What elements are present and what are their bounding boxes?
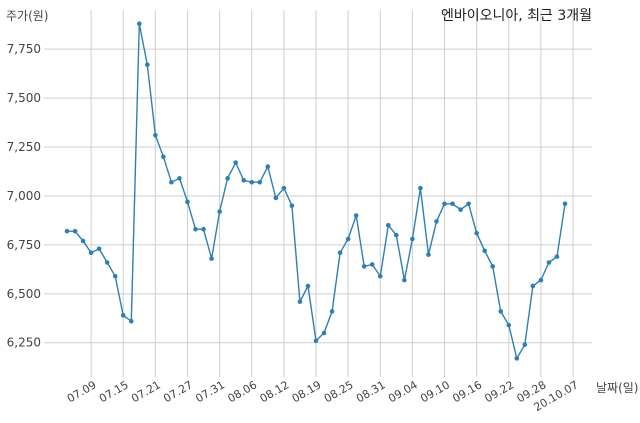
y-tick-label: 6,250 xyxy=(7,336,41,350)
data-point xyxy=(153,132,158,138)
data-point xyxy=(514,356,520,361)
data-point xyxy=(345,236,351,242)
data-point xyxy=(169,179,174,185)
data-point xyxy=(394,232,399,238)
data-point xyxy=(217,209,222,214)
data-point xyxy=(104,260,110,265)
data-point xyxy=(201,226,206,232)
y-tick-label: 6,750 xyxy=(7,238,41,252)
x-tick-label: 08.06 xyxy=(225,378,259,405)
data-point xyxy=(538,277,544,283)
data-point xyxy=(241,177,247,183)
y-tick-label: 7,000 xyxy=(7,189,41,203)
x-tick-label: 09.04 xyxy=(386,378,420,405)
y-axis-label: 주가(원) xyxy=(6,9,48,23)
data-point xyxy=(410,236,415,242)
data-point xyxy=(442,201,447,207)
data-point xyxy=(297,299,303,304)
x-tick-label: 07.09 xyxy=(65,378,99,405)
data-point xyxy=(530,283,536,289)
data-point xyxy=(145,62,150,68)
y-tick-label: 7,250 xyxy=(7,140,41,154)
x-tick-label: 07.27 xyxy=(161,378,195,405)
data-point xyxy=(353,213,359,218)
data-point xyxy=(305,283,311,289)
x-tick-label: 07.15 xyxy=(97,378,131,405)
data-point xyxy=(458,207,463,212)
data-point xyxy=(321,330,327,336)
data-point xyxy=(249,179,255,185)
data-point xyxy=(88,250,94,256)
data-point xyxy=(64,228,70,234)
data-point xyxy=(385,223,391,228)
data-point xyxy=(209,256,214,261)
x-tick-label: 08.25 xyxy=(322,378,356,405)
x-tick-label: 08.31 xyxy=(354,378,388,405)
data-point xyxy=(233,160,238,165)
data-point xyxy=(257,179,263,185)
data-point xyxy=(426,252,431,257)
data-point xyxy=(161,154,166,160)
y-tick-label: 7,500 xyxy=(7,91,41,105)
data-point xyxy=(546,260,552,265)
data-point xyxy=(361,264,367,269)
chart-title: 엔바이오니아, 최근 3개월 xyxy=(441,8,592,24)
data-point xyxy=(450,201,455,207)
x-tick-label: 07.21 xyxy=(129,378,163,405)
x-tick-label: 07.31 xyxy=(193,378,227,405)
data-point xyxy=(434,219,439,224)
y-tick-label: 7,750 xyxy=(7,42,41,56)
x-axis-label: 날짜(일) xyxy=(596,381,638,395)
x-tick-label: 09.16 xyxy=(450,378,484,405)
data-point xyxy=(185,199,190,205)
data-point xyxy=(281,185,287,191)
data-point xyxy=(554,254,560,259)
data-point xyxy=(313,338,319,344)
data-point xyxy=(329,309,335,314)
data-point xyxy=(120,313,126,318)
data-point xyxy=(136,21,142,27)
data-point xyxy=(265,164,271,169)
data-point xyxy=(369,262,375,267)
y-tick-label: 6,500 xyxy=(7,287,41,301)
data-point xyxy=(273,195,279,201)
data-point xyxy=(490,264,496,269)
data-point xyxy=(128,318,134,324)
data-point xyxy=(377,273,383,279)
data-point xyxy=(474,230,479,236)
data-point xyxy=(225,176,230,181)
data-point xyxy=(193,226,198,232)
data-point xyxy=(482,248,487,254)
data-point xyxy=(466,201,471,207)
data-point xyxy=(72,228,78,234)
data-point xyxy=(506,322,512,328)
data-point xyxy=(402,277,407,283)
x-tick-label: 08.19 xyxy=(290,378,324,405)
data-point xyxy=(562,201,568,207)
x-tick-label: 09.22 xyxy=(482,378,516,405)
data-point xyxy=(522,342,528,348)
data-point xyxy=(498,309,504,314)
data-point xyxy=(289,203,295,209)
data-point xyxy=(96,246,102,252)
data-point xyxy=(337,250,343,256)
data-point xyxy=(112,273,118,279)
x-tick-label: 08.12 xyxy=(258,378,292,405)
x-tick-label: 09.10 xyxy=(418,378,452,405)
data-point xyxy=(177,176,182,181)
data-point xyxy=(80,238,86,244)
data-point xyxy=(418,185,423,191)
